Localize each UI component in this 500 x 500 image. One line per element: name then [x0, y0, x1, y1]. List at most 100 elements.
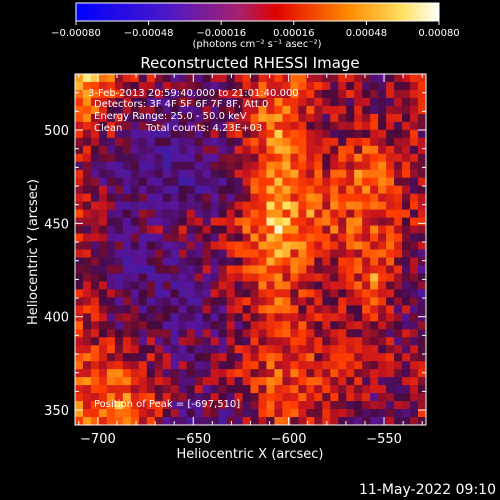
heatmap-cell — [282, 409, 291, 418]
heatmap-cell — [354, 257, 363, 266]
heatmap-cell — [210, 137, 219, 147]
heatmap-cell — [75, 329, 84, 338]
heatmap-cell — [218, 74, 227, 83]
heatmap-cell — [322, 249, 331, 258]
heatmap-cell — [378, 305, 387, 314]
heatmap-cell — [402, 257, 411, 266]
heatmap-cell — [178, 241, 188, 250]
heatmap-cell — [274, 241, 283, 250]
heatmap-cell — [298, 185, 307, 195]
heatmap-cell — [242, 401, 251, 410]
heatmap-cell — [114, 321, 124, 330]
heatmap-cell — [242, 281, 251, 290]
heatmap-cell — [346, 273, 355, 282]
heatmap-cell — [322, 393, 331, 402]
heatmap-cell — [170, 233, 180, 242]
heatmap-cell — [242, 409, 251, 418]
heatmap-cell — [338, 369, 347, 378]
heatmap-cell — [330, 297, 339, 306]
heatmap-cell — [186, 97, 196, 107]
heatmap-cell — [266, 393, 275, 402]
heatmap-cell — [234, 121, 243, 131]
heatmap-cell — [234, 153, 243, 163]
heatmap-cell — [354, 249, 363, 258]
heatmap-cell — [138, 233, 148, 242]
heatmap-cell — [386, 129, 395, 139]
heatmap-cell — [274, 281, 283, 290]
heatmap-cell — [154, 209, 164, 218]
heatmap-cell — [186, 353, 196, 362]
heatmap-cell — [306, 265, 315, 274]
heatmap-cell — [178, 129, 188, 139]
heatmap-cell — [226, 241, 235, 250]
heatmap-cell — [266, 201, 275, 211]
heatmap-cell — [138, 161, 148, 171]
heatmap-cell — [282, 401, 291, 410]
heatmap-cell — [186, 289, 196, 298]
heatmap-cell — [146, 289, 156, 298]
heatmap-cell — [394, 105, 403, 115]
heatmap-cell — [130, 105, 140, 115]
heatmap-cell — [314, 337, 323, 346]
heatmap-cell — [186, 177, 196, 187]
heatmap-cell — [354, 337, 363, 346]
heatmap-cell — [402, 233, 411, 242]
heatmap-cell — [138, 105, 148, 115]
heatmap-cell — [170, 201, 180, 211]
heatmap-cell — [106, 89, 116, 99]
heatmap-cell — [402, 345, 411, 354]
heatmap-cell — [178, 249, 188, 258]
heatmap-cell — [258, 289, 267, 298]
heatmap-cell — [402, 129, 411, 139]
heatmap-cell — [330, 105, 339, 115]
heatmap-cell — [290, 137, 299, 147]
heatmap-cell — [266, 153, 275, 163]
heatmap-cell — [162, 345, 172, 354]
heatmap-cell — [394, 225, 403, 234]
heatmap-cell — [218, 105, 227, 115]
heatmap-cell — [386, 249, 395, 258]
heatmap-cell — [194, 385, 204, 394]
heatmap-cell — [298, 369, 307, 378]
heatmap-cell — [338, 89, 347, 99]
heatmap-cell — [274, 74, 283, 83]
heatmap-cell — [338, 329, 347, 338]
heatmap-cell — [330, 281, 339, 290]
heatmap-cell — [314, 185, 323, 195]
heatmap-cell — [202, 241, 212, 250]
heatmap-cell — [194, 74, 204, 83]
heatmap-cell — [314, 145, 323, 155]
heatmap-cell — [170, 297, 180, 306]
heatmap-cell — [90, 337, 100, 346]
heatmap-cell — [402, 369, 411, 378]
heatmap-cell — [386, 217, 395, 226]
heatmap-cell — [210, 129, 219, 139]
heatmap-cell — [346, 177, 355, 187]
heatmap-cell — [290, 273, 299, 282]
heatmap-cell — [354, 74, 363, 83]
heatmap-cell — [186, 377, 196, 386]
heatmap-cell — [258, 249, 267, 258]
heatmap-cell — [138, 401, 148, 410]
heatmap-cell — [146, 417, 156, 425]
heatmap-cell — [90, 105, 100, 115]
heatmap-cell — [130, 321, 140, 330]
heatmap-cell — [274, 329, 283, 338]
heatmap-cell — [122, 321, 132, 330]
heatmap-cell — [75, 385, 84, 394]
heatmap-cell — [75, 265, 84, 274]
heatmap-cell — [282, 313, 291, 322]
heatmap-cell — [314, 97, 323, 107]
heatmap-cell — [202, 289, 212, 298]
heatmap-cell — [130, 145, 140, 155]
heatmap-cell — [138, 153, 148, 163]
heatmap-cell — [106, 105, 116, 115]
heatmap-cell — [378, 201, 387, 211]
heatmap-cell — [138, 185, 148, 195]
heatmap-cell — [346, 297, 355, 306]
heatmap-cell — [138, 113, 148, 123]
heatmap-cell — [418, 209, 426, 218]
heatmap-cell — [338, 417, 347, 425]
heatmap-cell — [370, 233, 379, 242]
heatmap-cell — [234, 185, 243, 195]
